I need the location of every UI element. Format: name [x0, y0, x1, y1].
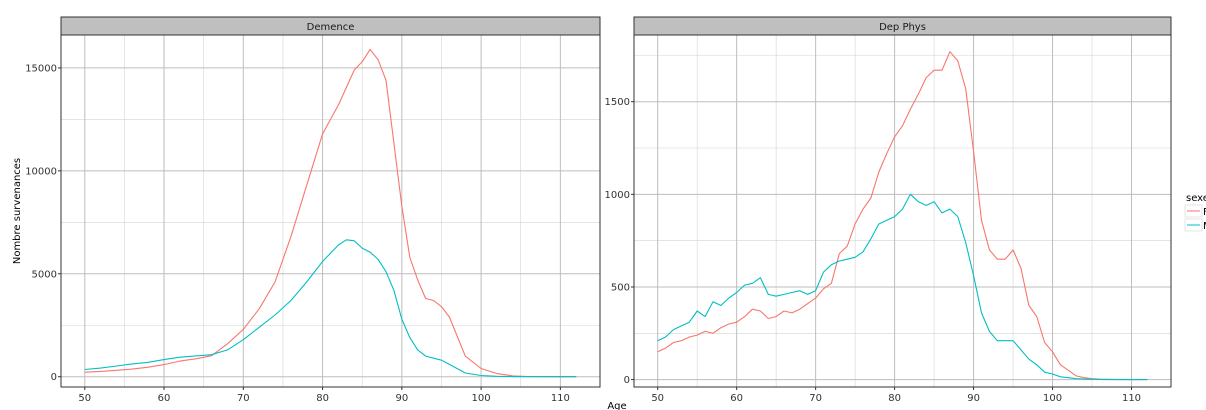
x-tick-label: 50 [651, 393, 664, 404]
y-tick-label: 5000 [32, 269, 57, 280]
x-tick-label: 110 [551, 393, 570, 404]
x-tick-label: 50 [78, 393, 91, 404]
facet-strip-label: Dep Phys [879, 22, 926, 33]
legend-title: sexe [1186, 193, 1206, 204]
x-tick-label: 100 [472, 393, 491, 404]
panel-dep-phys: Dep Phys 50 60 70 80 90 100 110 0 500 1000 1500 [605, 17, 1171, 404]
panel-background [634, 35, 1171, 387]
y-tick-label: 1000 [605, 190, 630, 201]
x-axis-title: Age [607, 401, 626, 410]
y-tick-label: 500 [611, 282, 630, 293]
x-tick-label: 70 [237, 393, 250, 404]
x-tick-label: 60 [730, 393, 743, 404]
facet-strip-label: Demence [307, 22, 355, 33]
y-tick-label: 15000 [25, 63, 57, 74]
panel-demence: Demence 50 60 70 80 90 100 110 0 5000 10000 15000 [25, 17, 600, 404]
y-tick-label: 10000 [25, 166, 57, 177]
y-tick-label: 0 [624, 375, 630, 386]
x-tick-label: 80 [888, 393, 901, 404]
x-tick-label: 80 [316, 393, 329, 404]
x-tick-label: 70 [809, 393, 822, 404]
x-tick-label: 110 [1122, 393, 1141, 404]
x-tick-label: 60 [158, 393, 171, 404]
x-tick-label: 90 [967, 393, 980, 404]
y-tick-label: 0 [51, 372, 57, 383]
legend: sexe F M [1185, 193, 1206, 232]
y-tick-label: 1500 [605, 97, 630, 108]
panel-background [61, 35, 600, 387]
y-axis-title: Nombre survenances [12, 158, 23, 264]
x-tick-label: 90 [395, 393, 408, 404]
x-tick-label: 100 [1043, 393, 1062, 404]
